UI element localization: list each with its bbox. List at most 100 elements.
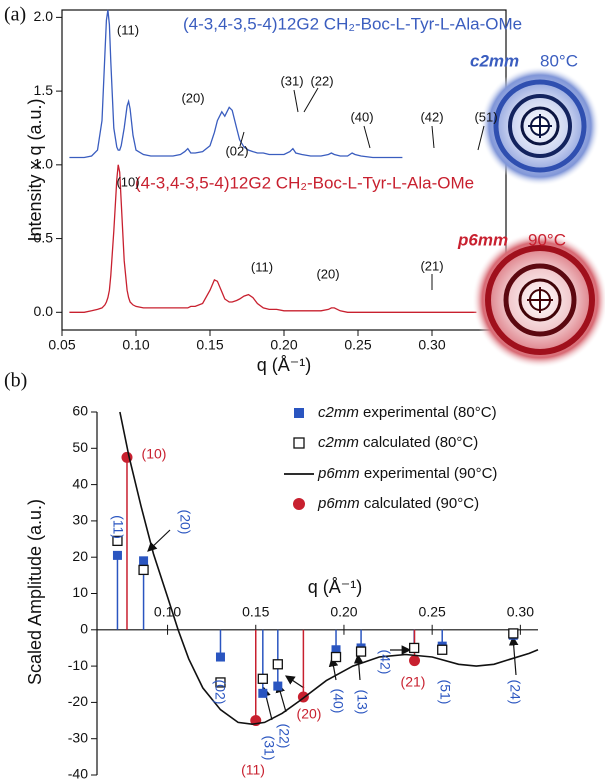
x-axis-label: q (Å⁻¹) [257, 355, 312, 375]
peak-label: (10) [116, 174, 139, 189]
x-axis-label: q (Å⁻¹) [308, 577, 363, 597]
data-line [120, 412, 538, 724]
marker [273, 682, 282, 691]
x-tick-label: 0.20 [330, 604, 357, 620]
y-tick-label: 20 [72, 548, 88, 564]
legend-entry: c2mm experimental (80°C) [318, 404, 497, 421]
y-tick-label: 40 [72, 475, 88, 491]
legend-text: experimental (80°C) [359, 404, 497, 421]
y-tick-label: -40 [68, 766, 88, 781]
x-tick-label: 0.10 [122, 337, 149, 353]
point-label: (02) [212, 680, 228, 705]
legend-entry: p6mm calculated (90°C) [317, 495, 479, 512]
point-label: (20) [177, 510, 193, 535]
legend-marker [293, 498, 305, 510]
diffraction-pattern-c2mm [480, 66, 600, 186]
marker [509, 629, 518, 638]
legend-phase: c2mm [318, 434, 359, 451]
phase-label: c2mm [470, 51, 519, 70]
leader-line [432, 126, 434, 148]
marker [410, 643, 419, 652]
figure: 0.050.100.150.200.250.300.00.51.01.52.0 … [0, 0, 605, 781]
x-tick-label: 0.10 [154, 604, 181, 620]
x-tick-label: 0.05 [48, 337, 75, 353]
legend-phase: p6mm [317, 495, 360, 512]
diffraction-pattern-p6mm [472, 232, 605, 368]
peak-label: (11) [117, 22, 139, 37]
peak-label: (42) [420, 109, 443, 124]
plot-frame [62, 10, 506, 330]
y-tick-label: 50 [72, 439, 88, 455]
y-tick-label: -10 [68, 657, 88, 673]
point-label: (11) [241, 762, 265, 778]
temperature-label: 90°C [528, 230, 566, 249]
point-label: (10) [142, 446, 167, 462]
legend-text: calculated (90°C) [360, 495, 479, 512]
peak-label: (22) [310, 73, 333, 88]
y-tick-label: 60 [72, 403, 88, 419]
leader-line [304, 88, 318, 112]
y-tick-label: 30 [72, 512, 88, 528]
peak-label: (51) [474, 109, 497, 124]
point-label: (21) [401, 674, 426, 690]
y-tick-label: 10 [72, 584, 88, 600]
leader-line [294, 90, 298, 112]
peak-label: (20) [181, 90, 204, 105]
y-tick-label: 1.5 [34, 82, 54, 98]
x-tick-label: 0.15 [242, 604, 269, 620]
marker [216, 653, 225, 662]
point-label: (42) [377, 650, 393, 675]
series-title: (4-3,4-3,5-4)12G2 CH₂-Boc-L-Tyr-L-Ala-OM… [183, 14, 522, 33]
marker [113, 551, 122, 560]
peak-label: (02) [225, 143, 248, 158]
page: {"chart_data": [ {"panel": "(a)", "type"… [0, 0, 605, 781]
legend-entry: p6mm experimental (90°C) [317, 465, 497, 482]
peak-label: (21) [420, 258, 443, 273]
marker [438, 645, 447, 654]
phase-label: p6mm [457, 230, 508, 249]
point-label: (11) [110, 515, 126, 539]
peak-label: (31) [280, 73, 303, 88]
legend-phase: c2mm [318, 404, 359, 421]
series-title: (4-3,4-3,5-4)12G2 CH₂-Boc-L-Tyr-L-Ala-OM… [135, 173, 474, 192]
x-tick-label: 0.15 [196, 337, 223, 353]
x-tick-label: 0.30 [507, 604, 534, 620]
x-tick-label: 0.25 [419, 604, 446, 620]
point-label: (31) [261, 736, 277, 761]
temperature-label: 80°C [540, 51, 578, 70]
x-tick-label: 0.25 [344, 337, 371, 353]
peak-label: (40) [350, 109, 373, 124]
marker [409, 655, 420, 666]
point-label: (24) [507, 680, 523, 705]
y-tick-label: 0 [80, 621, 88, 637]
point-label: (40) [330, 689, 346, 714]
y-axis-label: Scaled Amplitude (a.u.) [25, 499, 45, 685]
marker [139, 565, 148, 574]
marker [258, 689, 267, 698]
marker [258, 674, 267, 683]
y-tick-label: -20 [68, 693, 88, 709]
legend-marker [294, 408, 304, 418]
point-label: (20) [297, 706, 322, 722]
legend-marker [294, 438, 304, 448]
marker [332, 653, 341, 662]
legend-text: calculated (80°C) [359, 434, 478, 451]
x-tick-label: 0.20 [270, 337, 297, 353]
x-tick-label: 0.30 [418, 337, 445, 353]
panel-label: (b) [4, 370, 27, 392]
marker [139, 556, 148, 565]
legend-phase: p6mm [317, 465, 360, 482]
legend-text: experimental (90°C) [360, 465, 498, 482]
y-tick-label: 2.0 [34, 8, 54, 24]
marker [357, 647, 366, 656]
point-label: (22) [276, 724, 292, 749]
y-tick-label: -30 [68, 729, 88, 745]
leader-line [364, 126, 370, 148]
panel-label: (a) [4, 4, 26, 26]
marker [273, 660, 282, 669]
point-label: (51) [437, 680, 453, 705]
peak-label: (11) [251, 259, 273, 274]
y-axis-label: Intensity x q (a.u.) [25, 98, 45, 241]
panel-b: (b) Scaled Amplitude (a.u.) q (Å⁻¹) 60 50… [4, 370, 538, 781]
y-tick-label: 0.0 [34, 303, 54, 319]
